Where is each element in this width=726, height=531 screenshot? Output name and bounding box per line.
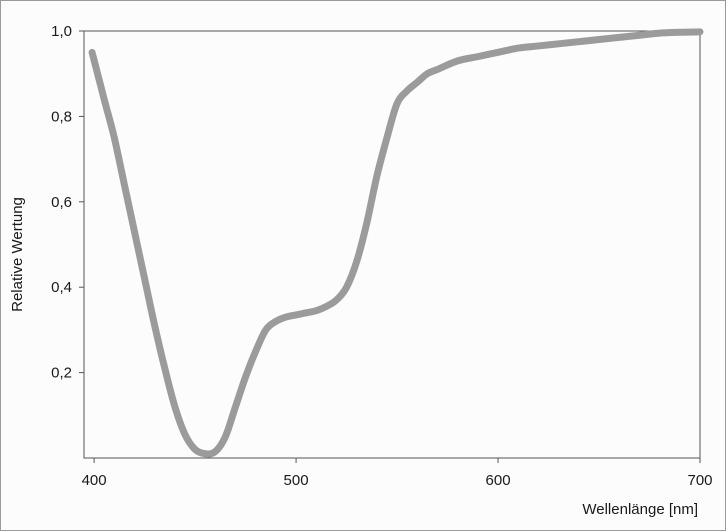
x-tick-label: 700 (687, 472, 712, 489)
plot-area (83, 30, 701, 459)
x-tick-label: 600 (486, 472, 511, 489)
y-axis-title: Relative Wertung (9, 197, 26, 312)
series-line (88, 28, 704, 458)
y-tick-label: 1,0 (51, 23, 72, 40)
x-tick-label: 500 (284, 472, 309, 489)
ticks: 400 500 600 700 0,2 0,4 0,6 0,8 1,0 (51, 23, 712, 489)
y-tick-label: 0,2 (51, 365, 72, 382)
x-tick-label: 400 (82, 472, 107, 489)
x-axis-title: Wellenlänge [nm] (582, 501, 698, 518)
y-tick-label: 0,4 (51, 279, 72, 296)
y-tick-label: 0,8 (51, 108, 72, 125)
plot-border (83, 30, 701, 459)
series-layer (88, 28, 704, 458)
y-tick-label: 0,6 (51, 194, 72, 211)
